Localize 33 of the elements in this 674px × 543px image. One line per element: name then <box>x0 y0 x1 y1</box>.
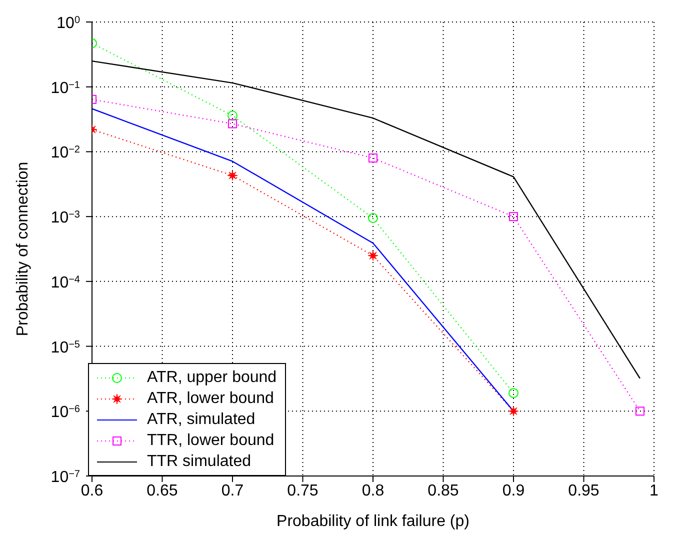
legend-label: ATR, upper bound <box>147 368 277 386</box>
x-tick-label: 1 <box>650 482 659 500</box>
point <box>228 119 237 128</box>
y-tick-label: 10$^{−2}$ <box>50 144 80 162</box>
x-tick-label: 0.6 <box>80 482 104 500</box>
legend-label: ATR, lower bound <box>147 390 274 408</box>
y-tick-label: 10$^{−6}$ <box>50 404 80 422</box>
point <box>227 170 238 181</box>
y-tick-label: 10$^{0}$ <box>56 14 80 32</box>
x-tick-label: 0.8 <box>362 482 384 500</box>
point <box>368 154 378 162</box>
point <box>508 388 518 398</box>
y-axis-title: Probability of connection <box>14 162 32 336</box>
y-tick-label: 10$^{−1}$ <box>50 79 80 97</box>
legend-label: TTR, lower bound <box>147 432 274 450</box>
point <box>508 406 519 416</box>
y-tick-label: 10$^{−4}$ <box>50 274 80 292</box>
x-tick-label: 0.65 <box>146 482 178 500</box>
legend-label: TTR simulated <box>147 452 252 470</box>
x-tick-label: 0.75 <box>287 482 318 500</box>
x-tick-label: 0.7 <box>221 482 244 500</box>
x-axis-title: Probability of link failure (p) <box>276 513 470 530</box>
y-tick-label: 10$^{−5}$ <box>50 338 80 356</box>
legend-label: ATR, simulated <box>147 410 256 428</box>
x-tick-label: 0.95 <box>568 482 600 500</box>
point <box>368 250 378 261</box>
y-tick-label: 10$^{−7}$ <box>50 468 80 486</box>
x-tick-label: 0.85 <box>428 482 459 500</box>
x-tick-label: 0.9 <box>502 482 525 500</box>
point <box>368 213 378 224</box>
y-tick-label: 10$^{−3}$ <box>50 209 80 227</box>
point <box>228 110 238 121</box>
point <box>509 212 518 222</box>
